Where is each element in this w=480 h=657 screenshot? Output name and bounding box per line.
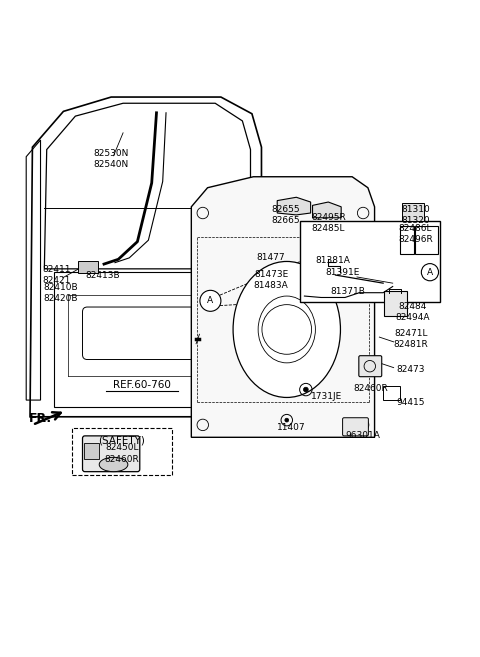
Text: 81381A: 81381A xyxy=(316,256,350,265)
Text: 82473: 82473 xyxy=(396,365,425,374)
Polygon shape xyxy=(312,202,341,217)
FancyBboxPatch shape xyxy=(83,436,140,472)
FancyBboxPatch shape xyxy=(384,291,407,315)
FancyBboxPatch shape xyxy=(402,204,424,221)
Text: 82411
82421: 82411 82421 xyxy=(42,265,71,285)
Text: 82530N
82540N: 82530N 82540N xyxy=(94,149,129,169)
Text: 81391E: 81391E xyxy=(325,267,360,277)
Text: A: A xyxy=(427,267,433,277)
FancyBboxPatch shape xyxy=(343,418,368,436)
FancyBboxPatch shape xyxy=(300,221,441,302)
Text: 11407: 11407 xyxy=(277,423,306,432)
FancyBboxPatch shape xyxy=(84,443,99,459)
Text: 82495R
82485L: 82495R 82485L xyxy=(311,212,346,233)
Text: 94415: 94415 xyxy=(396,398,425,407)
Text: 81477: 81477 xyxy=(257,254,285,262)
Polygon shape xyxy=(277,197,311,215)
Polygon shape xyxy=(192,177,374,438)
Text: 82450L
82460R: 82450L 82460R xyxy=(104,443,139,464)
Text: 82460R: 82460R xyxy=(354,384,389,393)
Text: 82410B
82420B: 82410B 82420B xyxy=(44,283,78,303)
Polygon shape xyxy=(44,103,251,269)
Circle shape xyxy=(285,419,288,422)
Ellipse shape xyxy=(99,457,128,472)
Circle shape xyxy=(303,387,308,392)
Text: 96301A: 96301A xyxy=(346,432,381,440)
Text: (SAFETY): (SAFETY) xyxy=(98,436,145,445)
Text: 82486L
82496R: 82486L 82496R xyxy=(398,224,433,244)
Ellipse shape xyxy=(233,261,340,397)
Text: REF.60-760: REF.60-760 xyxy=(113,380,171,390)
Text: 81473E
81483A: 81473E 81483A xyxy=(253,270,288,290)
Text: 82655
82665: 82655 82665 xyxy=(271,205,300,225)
FancyBboxPatch shape xyxy=(359,355,382,376)
Text: 82484
82494A: 82484 82494A xyxy=(396,302,430,322)
Text: 82471L
82481R: 82471L 82481R xyxy=(394,329,428,349)
Circle shape xyxy=(262,305,312,354)
FancyBboxPatch shape xyxy=(78,261,98,273)
Text: 81310
81320: 81310 81320 xyxy=(401,205,430,225)
Text: 82413B: 82413B xyxy=(85,271,120,279)
Text: 1731JE: 1731JE xyxy=(311,392,342,401)
Text: 81371B: 81371B xyxy=(330,286,365,296)
Text: A: A xyxy=(207,296,214,306)
Circle shape xyxy=(421,263,439,281)
Circle shape xyxy=(200,290,221,311)
Text: FR.: FR. xyxy=(29,412,52,424)
